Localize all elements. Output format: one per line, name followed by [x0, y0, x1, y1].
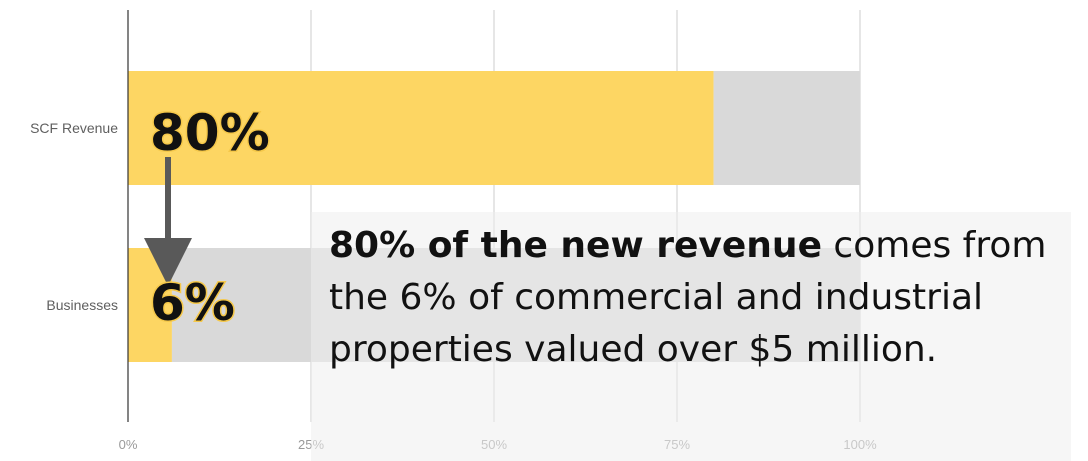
bar-segment [128, 71, 714, 185]
annotation-6-percent: 6% [150, 274, 235, 332]
callout-text: 80% of the new revenue comes from the 6%… [311, 212, 1071, 461]
bar-segment [713, 71, 860, 185]
callout-rest: comes from the 6% of commercial and indu… [329, 225, 1047, 370]
x-tick-label: 0% [119, 437, 138, 452]
category-label: SCF Revenue [30, 120, 118, 136]
annotation-80-percent: 80% [150, 104, 270, 162]
category-label: Businesses [46, 297, 118, 313]
callout-bold: 80% of the new revenue [329, 225, 822, 266]
